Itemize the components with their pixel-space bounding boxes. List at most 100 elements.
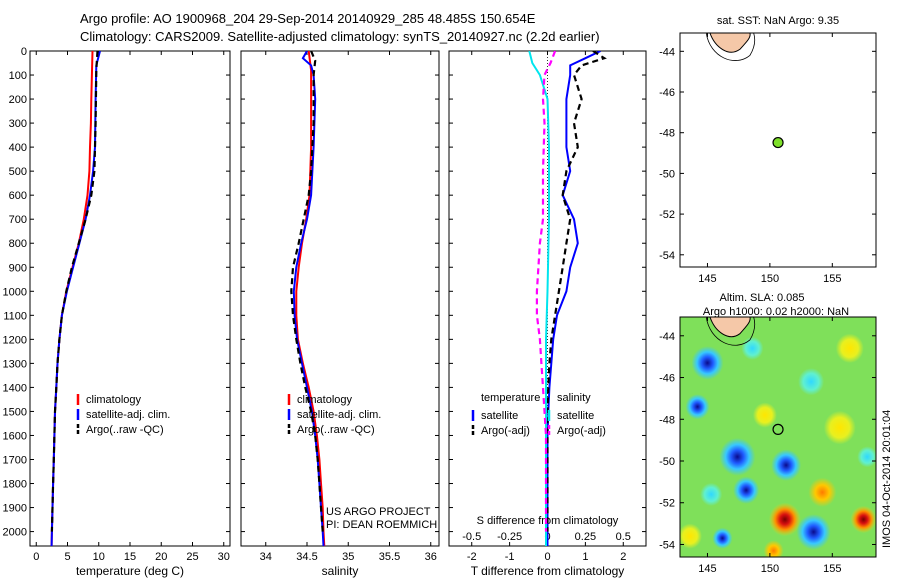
figure-title-line1: Argo profile: AO 1900968_204 29-Sep-2014… — [80, 11, 536, 26]
y-tick-label: -44 — [659, 46, 675, 58]
sst-map: 145 150 155 -44 -46 -48 -50 -52 -54 — [659, 32, 877, 285]
legend-label: Argo(-adj) — [557, 425, 606, 437]
x-tick-label: 1 — [582, 551, 588, 563]
y-tick-label: -48 — [659, 128, 675, 140]
y-tick-label: 1700 — [3, 454, 27, 466]
series-line-argo-raw-qc- — [290, 51, 324, 532]
y-tick-label: 200 — [9, 94, 27, 106]
y-tick-label: 1600 — [3, 430, 27, 442]
coastline — [709, 33, 751, 53]
legend-group-title: salinity — [557, 392, 591, 404]
y-tick-label: 600 — [9, 190, 27, 202]
sla-anomaly-blob — [798, 368, 825, 396]
sla-anomaly-blob — [763, 540, 784, 557]
top-x-tick-label: 0.5 — [616, 531, 631, 543]
x-tick-label: 10 — [93, 551, 105, 563]
x-tick-label: 34 — [260, 551, 272, 563]
y-tick-label: 1100 — [3, 310, 27, 322]
figure-title-line2: Climatology: CARS2009. Satellite-adjuste… — [80, 29, 600, 44]
series-line-temperature-satellite — [546, 51, 601, 546]
y-tick-label: -46 — [659, 87, 675, 99]
x-axis-label: T difference from climatology — [471, 564, 625, 578]
x-tick-label: 145 — [698, 273, 716, 285]
sla-anomaly-blob — [712, 527, 733, 549]
legend-label: satellite — [481, 410, 518, 422]
sla-anomaly-blob — [823, 410, 856, 445]
sla-anomaly-blob — [685, 394, 710, 420]
x-tick-label: 0 — [544, 551, 550, 563]
legend-label: climatology — [297, 394, 353, 406]
y-tick-label: 1800 — [3, 479, 27, 491]
x-tick-label: 35.5 — [379, 551, 400, 563]
x-tick-label: 150 — [761, 273, 779, 285]
sla-anomaly-blob — [808, 477, 837, 508]
y-tick-label: 1200 — [3, 334, 27, 346]
sla-anomaly-blob — [719, 437, 756, 476]
x-tick-label: 15 — [124, 551, 136, 563]
top-x-tick-label: 0.25 — [575, 531, 596, 543]
series-line-temperature-argo-adj- — [546, 51, 607, 532]
map-frame — [679, 316, 877, 558]
legend-label: Argo(-adj) — [481, 425, 530, 437]
x-tick-label: 0 — [33, 551, 39, 563]
sla-anomaly-blob — [691, 346, 724, 380]
x-tick-label: 36 — [425, 551, 437, 563]
temperature-panel: 0100200300400500600700800900100011001200… — [3, 46, 231, 578]
y-tick-label: -50 — [659, 168, 675, 180]
sla-map: 145 150 155 -44 -46 -48 -50 -52 -54 — [659, 316, 877, 575]
sla-anomaly-blob — [835, 333, 864, 364]
x-tick-label: -1 — [505, 551, 515, 563]
legend-label: Argo(..raw -QC) — [297, 424, 375, 436]
legend-label: climatology — [86, 394, 142, 406]
map-area — [705, 33, 784, 149]
y-tick-label: -54 — [659, 250, 675, 262]
argo-location-marker — [772, 423, 784, 435]
y-tick-label: 1500 — [3, 406, 27, 418]
y-tick-label: -52 — [659, 209, 675, 221]
y-tick-label: -54 — [659, 539, 675, 551]
coastline — [709, 317, 751, 338]
series-group — [50, 51, 101, 546]
y-tick-label: 300 — [9, 118, 27, 130]
sla-anomaly-blob — [857, 446, 876, 468]
series-group — [528, 51, 607, 546]
y-tick-label: -44 — [659, 331, 675, 343]
axes-frame — [29, 50, 231, 547]
annotation-text: PI: DEAN ROEMMICH — [326, 519, 437, 531]
y-tick-label: 1400 — [3, 382, 27, 394]
legend-label: Argo(..raw -QC) — [86, 424, 164, 436]
y-tick-label: 400 — [9, 142, 27, 154]
argo-location-marker — [772, 136, 784, 149]
y-tick-label: -52 — [659, 498, 675, 510]
map-area — [680, 317, 876, 557]
series-group — [290, 51, 326, 546]
x-axis-label: temperature (deg C) — [76, 564, 184, 578]
y-tick-label: 700 — [9, 214, 27, 226]
y-tick-label: 500 — [9, 166, 27, 178]
axes-frame — [240, 50, 440, 547]
y-tick-label: 900 — [9, 262, 27, 274]
x-tick-label: 155 — [823, 563, 841, 575]
salinity-panel: 34 34.5 35 35.5 36 salinity climatology satelli… — [240, 50, 440, 578]
annotation-text: US ARGO PROJECT — [326, 506, 431, 518]
sst-map-title: sat. SST: NaN Argo: 9.35 — [717, 15, 839, 27]
sla-anomaly-blob — [796, 514, 831, 550]
x-tick-label: 150 — [761, 563, 779, 575]
x-tick-label: 20 — [155, 551, 167, 563]
sla-anomaly-blob — [741, 336, 764, 360]
y-tick-label: 100 — [9, 70, 27, 82]
y-tick-label: 1300 — [3, 358, 27, 370]
sla-anomaly-blob — [850, 505, 876, 534]
x-tick-label: 30 — [218, 551, 230, 563]
legend-label: satellite — [557, 410, 594, 422]
sla-anomaly-blob — [771, 449, 802, 481]
x-tick-label: 145 — [698, 563, 716, 575]
y-tick-label: -48 — [659, 414, 675, 426]
sla-anomaly-blob — [680, 523, 702, 549]
legend-label: satellite-adj. clim. — [86, 409, 170, 421]
y-tick-label: -46 — [659, 373, 675, 385]
sla-map-title-line2: Argo h1000: 0.02 h2000: NaN — [703, 306, 849, 318]
x-tick-label: 155 — [823, 273, 841, 285]
